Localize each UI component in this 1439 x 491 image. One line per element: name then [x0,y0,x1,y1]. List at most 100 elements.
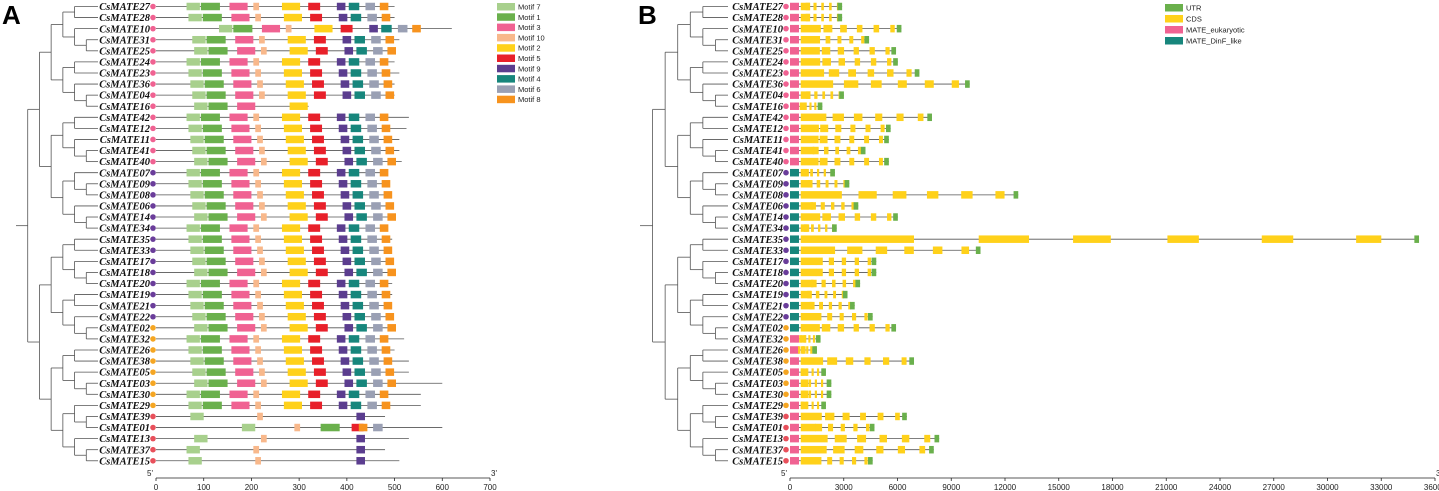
cds-box [814,379,817,387]
group-dot-b [783,413,789,420]
motif-box [231,235,250,243]
cds-box [860,412,866,421]
cds-box [800,312,816,321]
motif-legend-label: Motif 10 [518,33,545,42]
motif-box [356,47,367,55]
utr-box [884,157,889,166]
motif-box [208,213,228,221]
utr-box [896,24,902,33]
cds-box [830,202,835,210]
motif-box [188,69,202,77]
cds-box [815,290,820,299]
utr-box [1013,191,1019,199]
motif-box [312,135,324,144]
utr-box [830,168,835,177]
motif-box [255,346,261,354]
cds-box [858,191,877,199]
cds-box [800,268,817,277]
gene-label-b: CsMATE32 [732,335,784,346]
cds-box [864,135,870,144]
gene-label-a: CsMATE07 [99,168,151,179]
domain-box [790,445,799,454]
motif-box [200,224,220,232]
cds-box [813,35,821,44]
gene-label-a: CsMATE06 [99,202,151,213]
utr-box [817,102,823,110]
cds-box [800,357,824,365]
motif-box [379,2,389,11]
cds-box [887,69,894,77]
motif-box [342,91,352,99]
cds-box [904,246,914,255]
motif-box [283,180,303,188]
motif-box [233,357,252,365]
motif-legend-swatch [497,85,515,93]
motif-box [385,146,395,155]
motif-box [350,290,362,299]
motif-box [281,2,301,11]
motif-box [367,235,377,243]
gene-legend-swatch [1165,15,1183,23]
cds-box [838,58,845,66]
gene-label-b: CsMATE09 [732,179,784,190]
motif-box [241,423,256,432]
group-dot-b [783,3,789,10]
motif-box [371,202,381,210]
cds-box [814,102,817,110]
motif-box [233,135,252,144]
motif-box [233,191,252,199]
cds-box [800,445,827,454]
motif-box [369,301,379,310]
group-dot-a [150,214,156,220]
motif-box [336,2,346,11]
cds-box [895,412,900,421]
motif-box [369,80,379,88]
motif-box [229,113,248,122]
motif-box [312,301,324,310]
motif-box [259,91,265,99]
utr-box [884,135,889,144]
cds-box [843,180,846,188]
cds-box [849,157,855,166]
motif-box [231,13,250,22]
motif-box [237,102,256,110]
motif-box [350,235,362,243]
gene-label-b: CsMATE10 [732,24,784,35]
motif-box [338,346,348,354]
gene-axis-tick-label: 3000 [835,483,853,491]
motif-box [289,324,308,332]
domain-box [790,290,799,299]
motif-box [257,301,263,310]
motif-box [383,357,393,365]
motif-box [285,24,292,33]
motif-box [356,324,367,332]
motif-box [365,168,376,177]
motif-box [188,457,202,465]
cds-box [869,47,875,55]
motif-box [344,379,354,387]
cds-box [812,146,819,155]
gene-axis-tick-label: 12000 [994,483,1017,491]
cds-box [896,113,904,122]
gene-label-a: CsMATE20 [99,279,151,290]
group-dot-a [150,169,156,176]
cds-box [800,191,842,199]
motif-box [385,312,395,321]
gene-label-b: CsMATE38 [732,357,784,368]
motif-box [379,168,389,177]
group-dot-a [150,236,156,242]
motif-box [285,301,304,310]
cds-box [812,335,816,343]
cds-box [800,213,821,221]
motif-box [281,279,301,288]
cds-box [878,135,883,144]
motif-box [356,412,365,421]
gene-axis-tick-label: 6000 [889,483,907,491]
domain-box [790,357,799,365]
utr-box [839,91,844,99]
gene-axis-tick-label: 27000 [1263,483,1286,491]
cds-box [820,124,829,133]
gene-axis-end-label: 3' [1436,469,1439,478]
motif-box [235,91,254,99]
cds-box [825,224,828,232]
